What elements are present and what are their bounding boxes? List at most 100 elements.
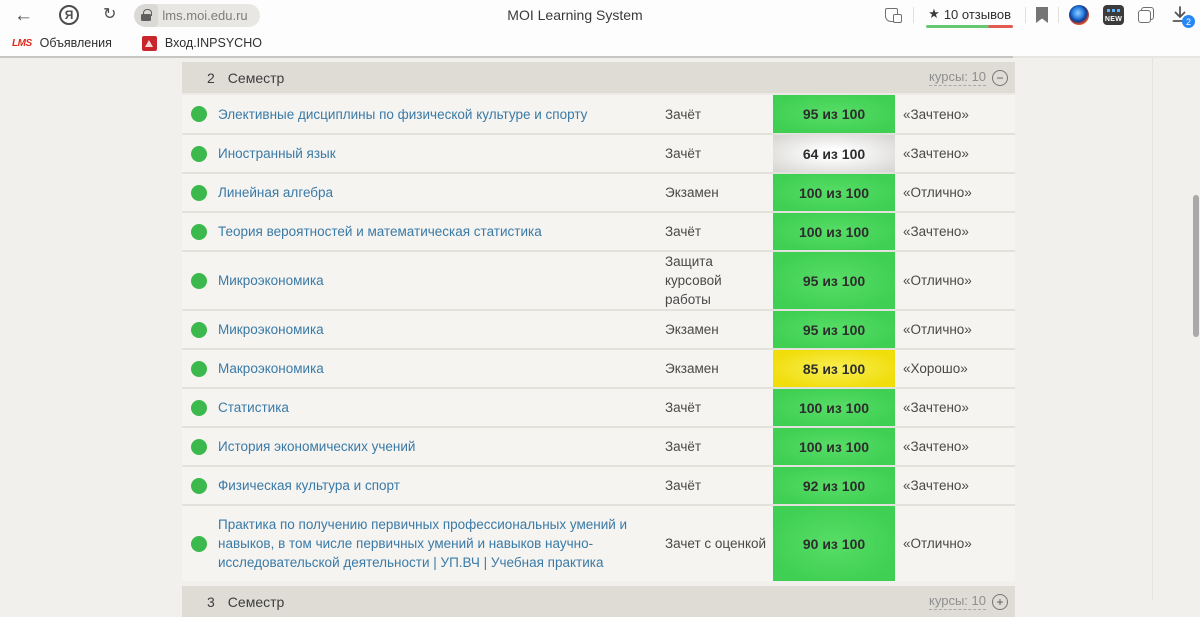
course-name-cell: История экономических учений (218, 428, 665, 465)
reviews-rating-bar (926, 25, 1013, 28)
course-link[interactable]: Иностранный язык (218, 146, 336, 161)
course-row: Статистика Зачёт 100 из 100 «Зачтено» (182, 387, 1015, 426)
grade-cell: «Зачтено» (903, 478, 969, 493)
score-value: 95 из 100 (802, 321, 866, 338)
course-status-cell (182, 535, 218, 552)
course-name-cell: Теория вероятностей и математическая ста… (218, 213, 665, 250)
tabs-icon[interactable] (1138, 7, 1154, 23)
score-value: 85 из 100 (802, 360, 866, 377)
score-cell: 95 из 100 (773, 252, 895, 309)
score-cell: 100 из 100 (773, 213, 895, 250)
grade-cell: «Зачтено» (903, 146, 969, 161)
new-tab-cinema-icon[interactable]: NEW (1103, 5, 1124, 25)
semester-label: Семестр (227, 69, 285, 86)
status-dot-icon (191, 145, 207, 162)
page-title: MOI Learning System (507, 7, 643, 23)
course-name-cell: Линейная алгебра (218, 174, 665, 211)
address-bar[interactable]: lms.moi.edu.ru (134, 3, 261, 27)
chrome-bottom-border (0, 56, 1200, 58)
assessment-type-cell: Зачёт (665, 106, 702, 122)
score-cell: 100 из 100 (773, 389, 895, 426)
course-link[interactable]: История экономических учений (218, 439, 416, 454)
semester-number: 3 (207, 593, 215, 610)
course-link[interactable]: Линейная алгебра (218, 185, 334, 200)
course-row: Физическая культура и спорт Зачёт 92 из … (182, 465, 1015, 504)
url-text: lms.moi.edu.ru (162, 7, 248, 23)
grades-table: 2 Семестр курсы: 10 − Элективные дисципл… (182, 62, 1015, 617)
status-dot-icon (191, 272, 207, 289)
back-button[interactable]: ← (14, 4, 33, 26)
browser-chrome: ← Я ↻ lms.moi.edu.ru MOI Learning System… (0, 0, 1200, 56)
downloads-button[interactable]: 2 (1170, 5, 1195, 28)
score-cell: 85 из 100 (773, 350, 895, 387)
status-dot-icon (191, 399, 207, 416)
assessment-type-cell: Защита курсовой работы (665, 254, 722, 307)
score-value: 64 из 100 (802, 145, 866, 162)
panel-border-line (1152, 58, 1153, 600)
divider (1058, 7, 1059, 23)
course-name-cell: Микроэкономика (218, 311, 665, 348)
grade-cell: «Хорошо» (903, 361, 968, 376)
status-dot-icon (191, 321, 207, 338)
course-name-cell: Макроэкономика (218, 350, 665, 387)
grade-cell: «Отлично» (903, 322, 972, 337)
status-dot-icon (191, 535, 207, 552)
course-name-cell: Статистика (218, 389, 665, 426)
expand-semester-icon[interactable]: + (992, 593, 1008, 610)
bookmark-label: Объявления (39, 36, 112, 50)
bookmark-item-announcements[interactable]: LMS Объявления (12, 36, 112, 50)
site-reviews-widget[interactable]: ★ 10 отзывов (924, 6, 1015, 28)
bookmark-label: Вход.INPSYCHO (164, 36, 262, 50)
course-link[interactable]: Микроэкономика (218, 273, 324, 288)
course-rows: Элективные дисциплины по физической куль… (182, 93, 1015, 581)
grade-cell: «Зачтено» (903, 439, 969, 454)
score-value: 100 из 100 (798, 223, 870, 240)
course-link[interactable]: Практика по получению первичных професси… (218, 517, 628, 570)
grade-cell: «Зачтено» (903, 106, 969, 122)
course-link[interactable]: Макроэкономика (218, 361, 324, 376)
course-link[interactable]: Элективные дисциплины по физической куль… (218, 106, 588, 122)
bookmark-icon[interactable] (1036, 7, 1048, 23)
score-cell: 92 из 100 (773, 467, 895, 504)
course-name-cell: Практика по получению первичных професси… (218, 506, 665, 581)
course-link[interactable]: Статистика (218, 400, 289, 415)
course-status-cell (182, 145, 218, 162)
score-cell: 90 из 100 (773, 506, 895, 581)
status-dot-icon (191, 106, 207, 122)
assessment-type-cell: Зачёт (665, 146, 702, 161)
course-name-cell: Иностранный язык (218, 135, 665, 172)
semester-label: Семестр (227, 593, 285, 610)
downloads-count-badge: 2 (1182, 15, 1195, 28)
semester-3-header: 3 Семестр курсы: 10 + (182, 586, 1015, 617)
bookmarks-bar: LMS Объявления Вход.INPSYCHO (0, 30, 1200, 56)
lock-icon[interactable] (134, 3, 159, 27)
browser-protect-icon[interactable] (885, 7, 903, 23)
bookmark-item-inpsycho[interactable]: Вход.INPSYCHO (141, 35, 262, 51)
extension-globe-icon[interactable] (1069, 5, 1089, 25)
status-dot-icon (191, 184, 207, 201)
reviews-count: 10 отзывов (943, 6, 1011, 22)
score-value: 95 из 100 (802, 272, 866, 289)
course-link[interactable]: Теория вероятностей и математическая ста… (218, 224, 542, 239)
scrollbar-thumb[interactable] (1193, 195, 1199, 337)
course-row: История экономических учений Зачёт 100 и… (182, 426, 1015, 465)
courses-count-link[interactable]: курсы: 10 (929, 593, 986, 610)
divider (1025, 7, 1026, 23)
course-row: Микроэкономика Экзамен 95 из 100 «Отличн… (182, 309, 1015, 348)
courses-count-link[interactable]: курсы: 10 (929, 69, 986, 86)
status-dot-icon (191, 360, 207, 377)
score-value: 100 из 100 (798, 399, 870, 416)
collapse-semester-icon[interactable]: − (992, 69, 1008, 86)
assessment-type-cell: Зачет с оценкой (665, 536, 767, 551)
score-value: 95 из 100 (802, 106, 866, 122)
refresh-button[interactable]: ↻ (103, 6, 117, 23)
course-link[interactable]: Физическая культура и спорт (218, 478, 400, 493)
course-row: Микроэкономика Защита курсовой работы 95… (182, 250, 1015, 309)
yandex-browser-icon[interactable]: Я (59, 5, 79, 25)
score-value: 100 из 100 (798, 438, 870, 455)
course-link[interactable]: Микроэкономика (218, 322, 324, 337)
grade-cell: «Отлично» (903, 185, 972, 200)
course-row: Теория вероятностей и математическая ста… (182, 211, 1015, 250)
score-value: 90 из 100 (802, 535, 866, 552)
grade-cell: «Отлично» (903, 536, 972, 551)
